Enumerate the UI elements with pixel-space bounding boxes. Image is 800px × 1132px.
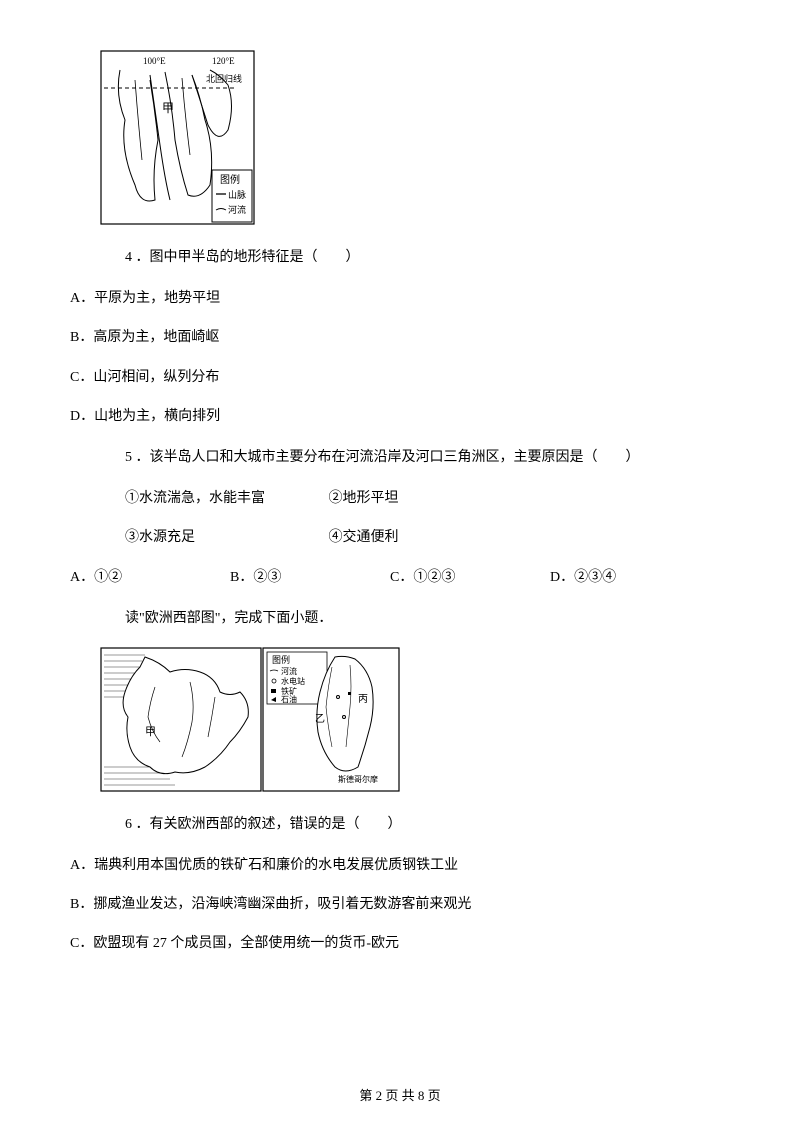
q6-opt-b: B．挪威渔业发达，沿海峡湾幽深曲折，吸引着无数游客前来观光 bbox=[70, 892, 730, 917]
q5-options-row: A．①② B．②③ C．①②③ D．②③④ bbox=[70, 565, 730, 590]
map2-label-b: 乙 bbox=[315, 713, 325, 725]
map2-label-a: 甲 bbox=[145, 726, 156, 738]
map-indochina: 100°E 120°E 北回归线 甲 图例 山脉 河流 bbox=[100, 50, 730, 225]
q5-opt-d: D．②③④ bbox=[550, 565, 710, 590]
map2-legend-hydro: 水电站 bbox=[281, 676, 305, 686]
legend-river: 河流 bbox=[228, 204, 246, 215]
q5-stem: 5 ．该半岛人口和大城市主要分布在河流沿岸及河口三角洲区，主要原因是（ ） bbox=[125, 445, 730, 470]
legend-title: 图例 bbox=[220, 173, 240, 186]
q4-opt-d: D．山地为主，横向排列 bbox=[70, 404, 730, 429]
q5-cond-row2: ③水源充足 ④交通便利 bbox=[125, 525, 730, 550]
map-indochina-svg: 100°E 120°E 北回归线 甲 图例 山脉 河流 bbox=[100, 50, 255, 225]
intro-europe: 读"欧洲西部图"，完成下面小题． bbox=[125, 606, 730, 631]
q6-opt-a: A．瑞典利用本国优质的铁矿石和廉价的水电发展优质钢铁工业 bbox=[70, 853, 730, 878]
map2-legend-title: 图例 bbox=[272, 654, 290, 665]
q5-cond-row1: ①水流湍急，水能丰富 ②地形平坦 bbox=[125, 486, 730, 511]
q6-stem: 6 ．有关欧洲西部的叙述，错误的是（ ） bbox=[125, 812, 730, 837]
map2-label-c: 丙 bbox=[358, 694, 368, 705]
map-europe-svg: 甲 图例 河流 水电站 铁矿 石油 乙 丙 斯德哥尔摩 bbox=[100, 647, 400, 792]
q6-opt-c: C．欧盟现有 27 个成员国，全部使用统一的货币-欧元 bbox=[70, 931, 730, 956]
map2-legend-oil: 石油 bbox=[281, 694, 297, 704]
q5-cond4: ④交通便利 bbox=[329, 530, 399, 545]
q5-cond3: ③水源充足 bbox=[125, 525, 325, 550]
map-europe: 甲 图例 河流 水电站 铁矿 石油 乙 丙 斯德哥尔摩 bbox=[100, 647, 730, 792]
q5-opt-a: A．①② bbox=[70, 565, 230, 590]
q5-cond2: ②地形平坦 bbox=[329, 491, 399, 506]
q4-opt-a: A．平原为主，地势平坦 bbox=[70, 286, 730, 311]
q4-stem: 4 ．图中甲半岛的地形特征是（ ） bbox=[125, 245, 730, 270]
tropic-label: 北回归线 bbox=[206, 73, 242, 84]
q4-opt-c: C．山河相间，纵列分布 bbox=[70, 365, 730, 390]
map2-city: 斯德哥尔摩 bbox=[338, 774, 378, 784]
q5-opt-b: B．②③ bbox=[230, 565, 390, 590]
lon-right-label: 120°E bbox=[212, 56, 235, 66]
legend-mountain: 山脉 bbox=[228, 189, 246, 200]
map1-marker: 甲 bbox=[162, 101, 174, 115]
map2-legend-river: 河流 bbox=[281, 666, 297, 676]
q5-cond1: ①水流湍急，水能丰富 bbox=[125, 486, 325, 511]
q4-opt-b: B．高原为主，地面崎岖 bbox=[70, 325, 730, 350]
lon-left-label: 100°E bbox=[143, 56, 166, 66]
page-footer: 第 2 页 共 8 页 bbox=[0, 1085, 800, 1104]
q5-opt-c: C．①②③ bbox=[390, 565, 550, 590]
